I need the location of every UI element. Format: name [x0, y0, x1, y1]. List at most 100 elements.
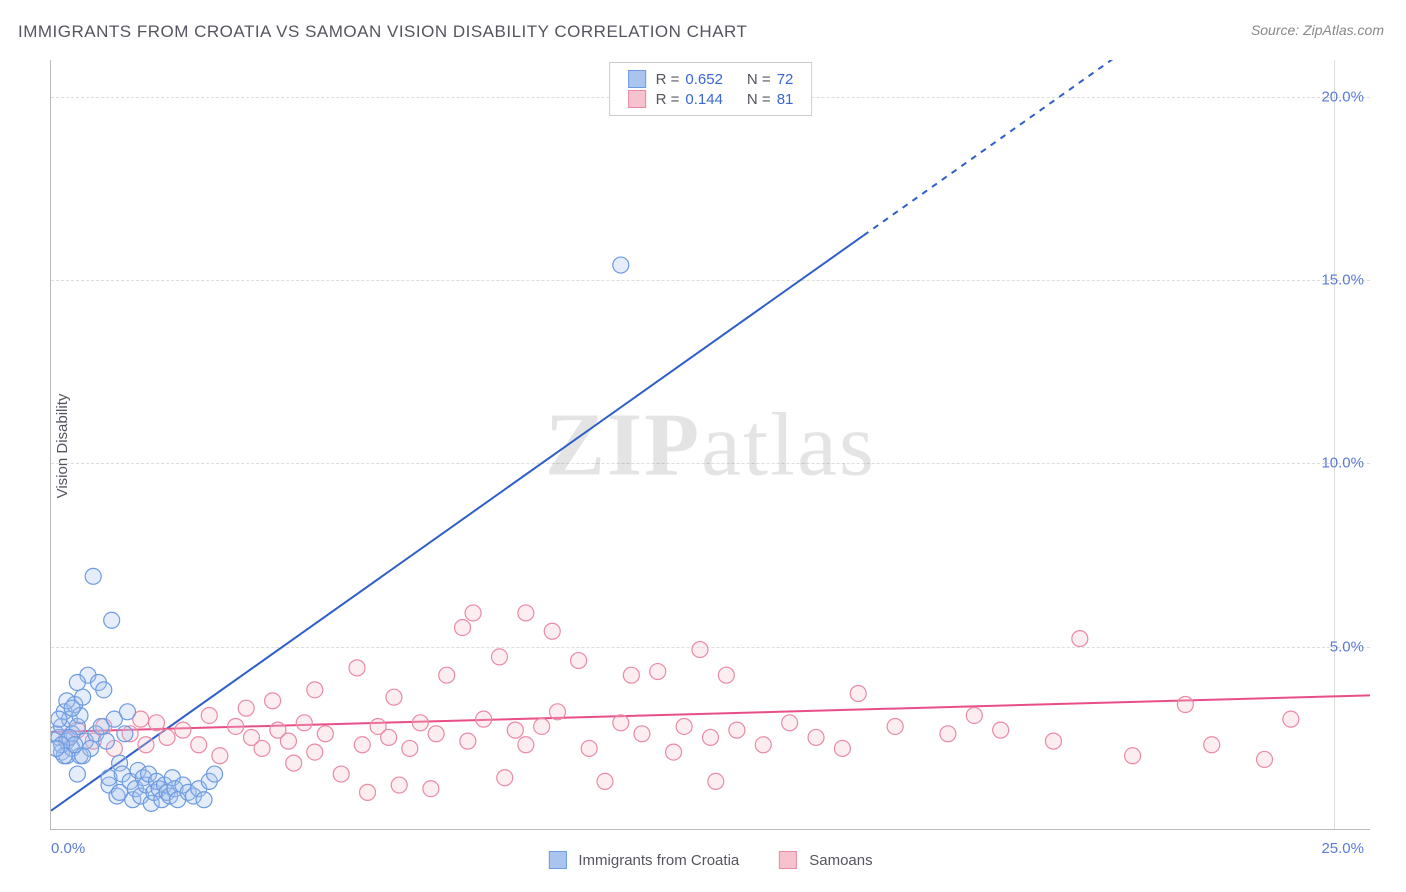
data-point — [850, 686, 866, 702]
data-point — [159, 729, 175, 745]
data-point — [212, 748, 228, 764]
data-point — [286, 755, 302, 771]
data-point — [439, 667, 455, 683]
data-point — [623, 667, 639, 683]
data-point — [280, 733, 296, 749]
data-point — [455, 620, 471, 636]
data-point — [412, 715, 428, 731]
data-point — [887, 718, 903, 734]
data-point — [317, 726, 333, 742]
data-point — [428, 726, 444, 742]
r-label-1: R = — [656, 91, 680, 108]
data-point — [307, 744, 323, 760]
data-point — [254, 740, 270, 756]
data-point — [703, 729, 719, 745]
data-point — [808, 729, 824, 745]
data-point — [120, 704, 136, 720]
data-point — [196, 792, 212, 808]
data-point — [51, 711, 67, 727]
data-point — [729, 722, 745, 738]
r-value-1: 0.144 — [685, 91, 723, 108]
chart-svg — [51, 60, 1370, 829]
data-point — [613, 257, 629, 273]
data-point — [228, 718, 244, 734]
data-point — [966, 707, 982, 723]
data-point — [381, 729, 397, 745]
data-point — [597, 773, 613, 789]
data-point — [650, 664, 666, 680]
n-value-0: 72 — [777, 71, 794, 88]
data-point — [138, 737, 154, 753]
data-point — [354, 737, 370, 753]
data-point — [191, 737, 207, 753]
data-point — [69, 766, 85, 782]
n-value-1: 81 — [777, 91, 794, 108]
legend-label-croatia: Immigrants from Croatia — [578, 852, 739, 869]
legend-row-croatia: R = 0.652 N = 72 — [628, 70, 794, 88]
data-point — [149, 715, 165, 731]
data-point — [940, 726, 956, 742]
data-point — [423, 781, 439, 797]
legend-item-croatia: Immigrants from Croatia — [548, 851, 739, 869]
data-point — [692, 642, 708, 658]
data-point — [349, 660, 365, 676]
data-point — [676, 718, 692, 734]
series-legend: Immigrants from Croatia Samoans — [548, 851, 872, 869]
data-point — [1204, 737, 1220, 753]
n-label-0: N = — [747, 71, 771, 88]
data-point — [497, 770, 513, 786]
data-point — [360, 784, 376, 800]
data-point — [1072, 631, 1088, 647]
data-point — [307, 682, 323, 698]
data-point — [175, 722, 191, 738]
r-value-0: 0.652 — [685, 71, 723, 88]
data-point — [460, 733, 476, 749]
x-tick-label: 0.0% — [51, 840, 85, 857]
data-point — [613, 715, 629, 731]
data-point — [96, 682, 112, 698]
data-point — [1283, 711, 1299, 727]
data-point — [782, 715, 798, 731]
x-tick-label: 25.0% — [1321, 840, 1364, 857]
data-point — [402, 740, 418, 756]
data-point — [993, 722, 1009, 738]
r-label-0: R = — [656, 71, 680, 88]
data-point — [1125, 748, 1141, 764]
data-point — [207, 766, 223, 782]
data-point — [386, 689, 402, 705]
data-point — [391, 777, 407, 793]
correlation-legend: R = 0.652 N = 72 R = 0.144 N = 81 — [609, 62, 813, 116]
legend-swatch-samoan — [779, 851, 797, 869]
data-point — [333, 766, 349, 782]
legend-item-samoan: Samoans — [779, 851, 872, 869]
swatch-croatia — [628, 70, 646, 88]
data-point — [104, 612, 120, 628]
data-point — [265, 693, 281, 709]
data-point — [834, 740, 850, 756]
data-point — [201, 707, 217, 723]
n-label-1: N = — [747, 91, 771, 108]
legend-row-samoan: R = 0.144 N = 81 — [628, 90, 794, 108]
data-point — [296, 715, 312, 731]
data-point — [718, 667, 734, 683]
trendline-extrapolation — [864, 60, 1370, 235]
data-point — [581, 740, 597, 756]
data-point — [69, 675, 85, 691]
chart-title: IMMIGRANTS FROM CROATIA VS SAMOAN VISION… — [18, 22, 747, 42]
data-point — [507, 722, 523, 738]
legend-label-samoan: Samoans — [809, 852, 872, 869]
data-point — [1045, 733, 1061, 749]
data-point — [518, 737, 534, 753]
data-point — [117, 726, 133, 742]
data-point — [465, 605, 481, 621]
data-point — [518, 605, 534, 621]
data-point — [755, 737, 771, 753]
source-attribution: Source: ZipAtlas.com — [1251, 22, 1384, 38]
swatch-samoan — [628, 90, 646, 108]
data-point — [666, 744, 682, 760]
data-point — [238, 700, 254, 716]
data-point — [476, 711, 492, 727]
plot-area: ZIPatlas R = 0.652 N = 72 R = 0.144 N = … — [50, 60, 1370, 830]
data-point — [708, 773, 724, 789]
data-point — [634, 726, 650, 742]
